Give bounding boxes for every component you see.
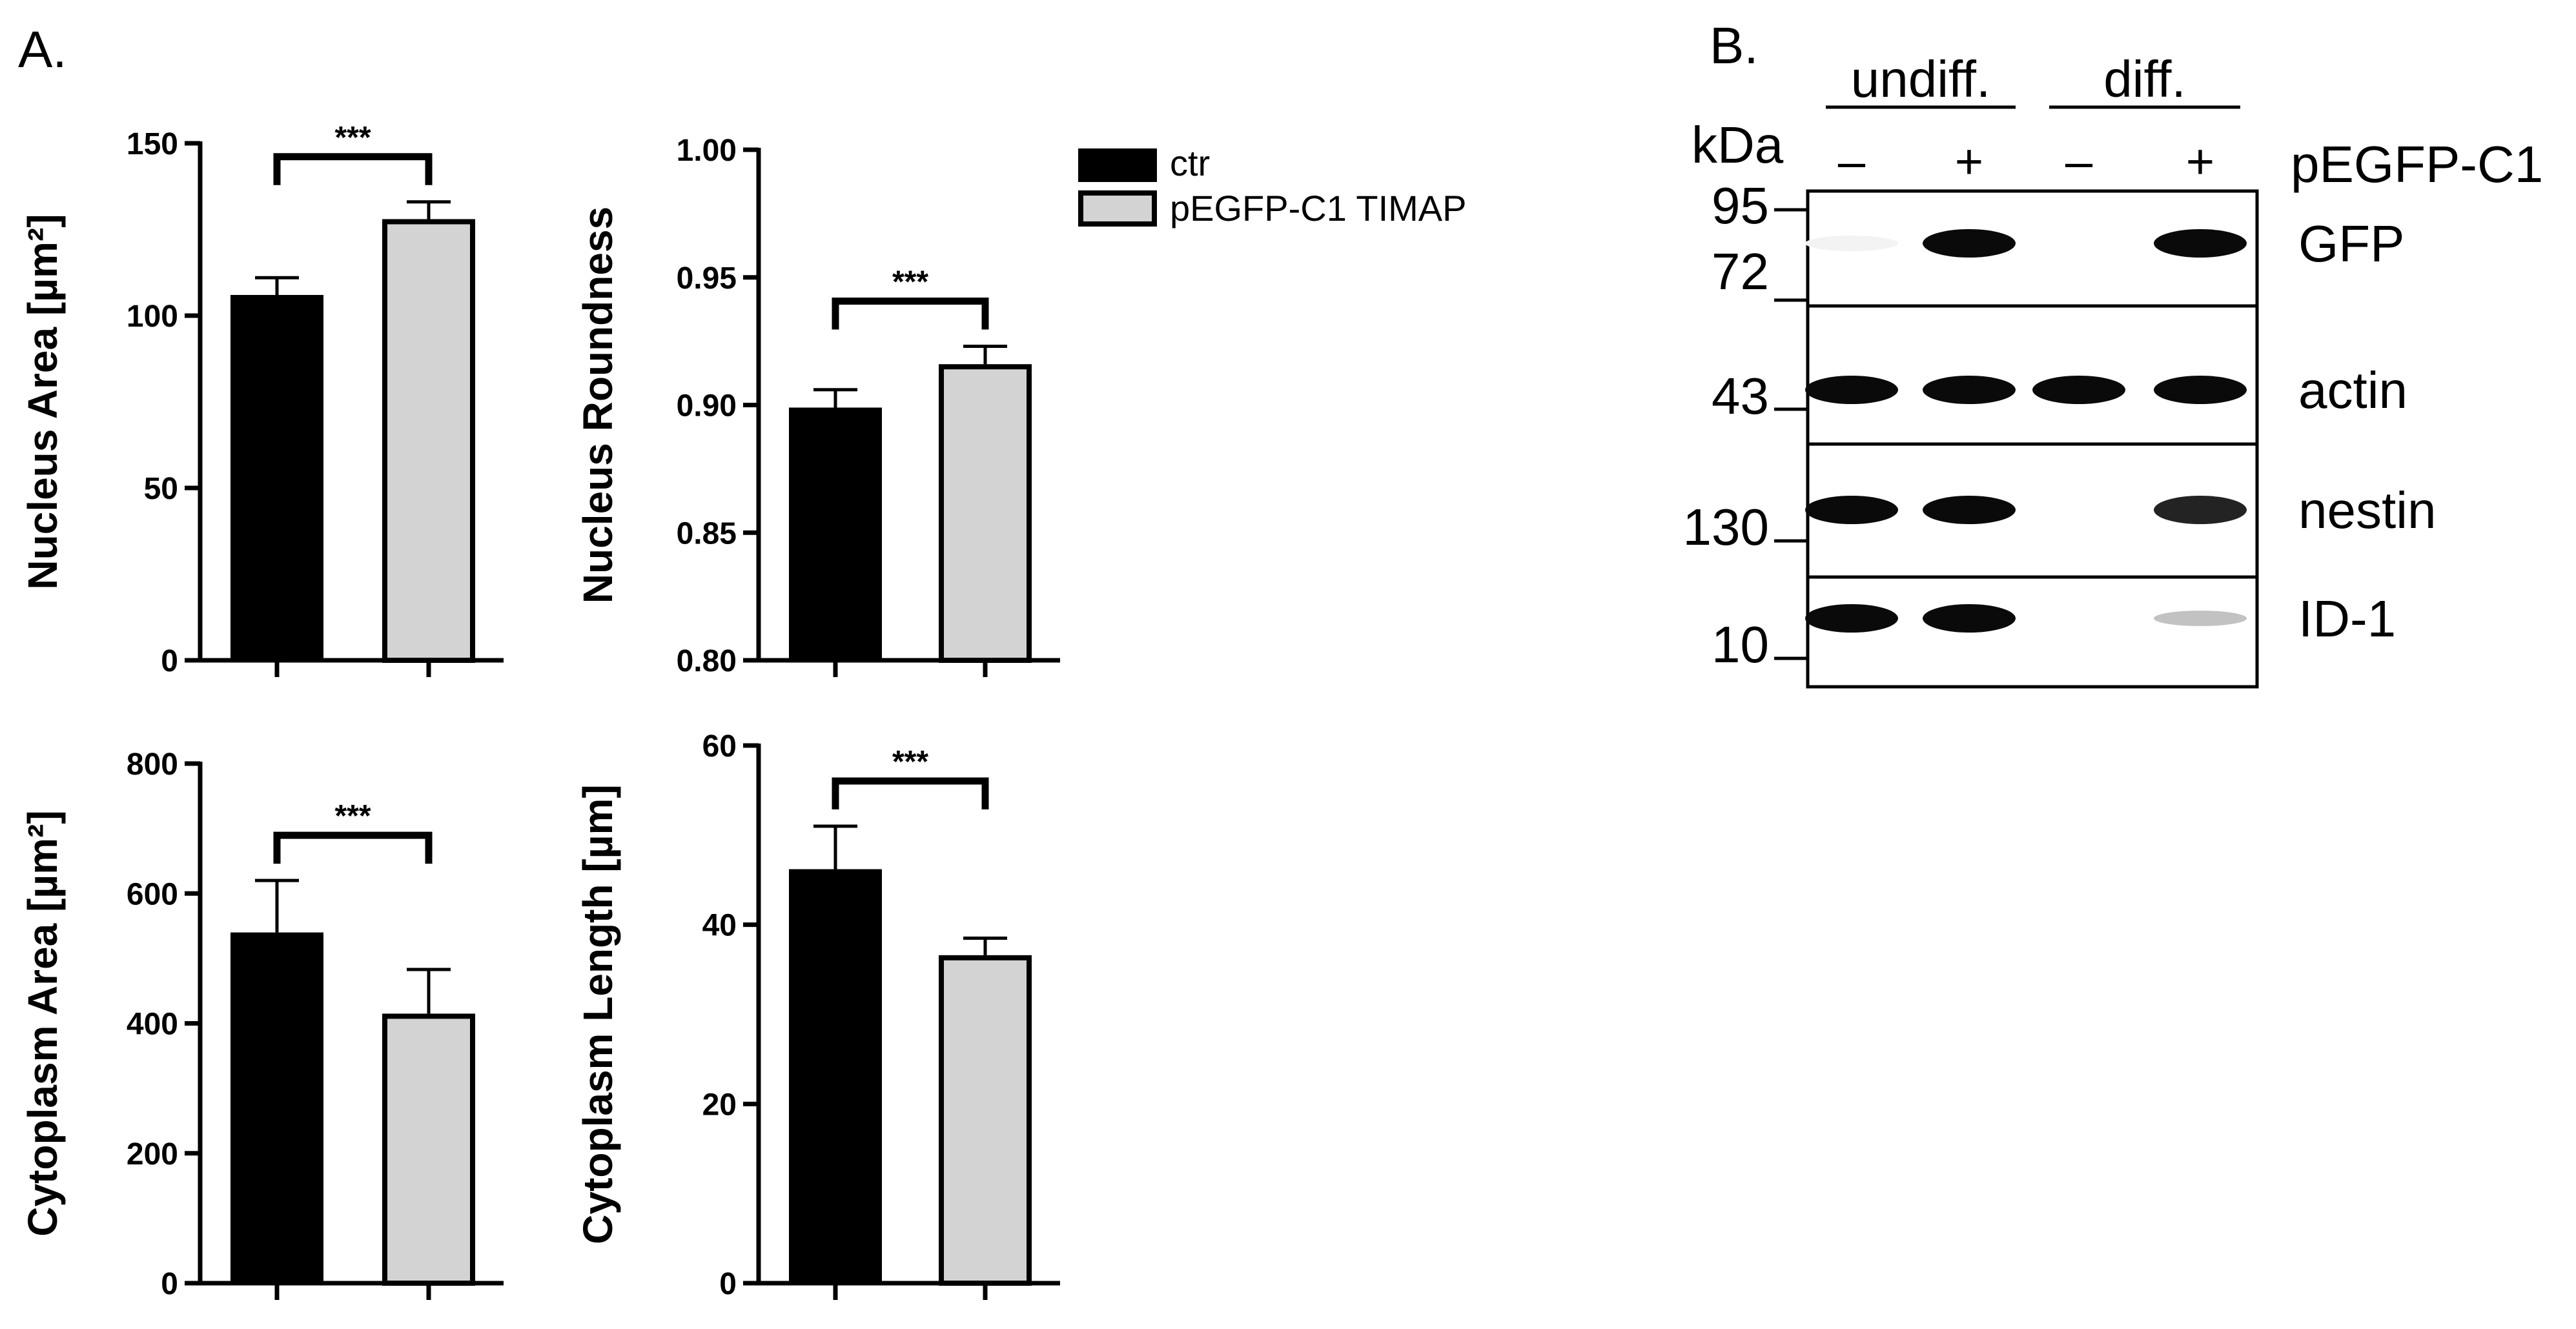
marker-label: 95 (1712, 177, 1769, 234)
lane-sign: + (1955, 134, 1983, 189)
y-tick-label: 600 (127, 877, 178, 911)
blot-band (1805, 496, 1898, 524)
bar-ctr (230, 932, 323, 1283)
legend-swatch-timap (1078, 190, 1157, 227)
marker-label: 43 (1712, 367, 1769, 425)
protein-label: GFP (2298, 215, 2404, 272)
panel-b-label: B. (1710, 17, 1759, 74)
legend-label-ctr: ctr (1170, 143, 1210, 183)
y-tick-label: 20 (702, 1088, 737, 1122)
lane-signs: – + – + (1838, 134, 2214, 189)
y-tick-label: 0.90 (677, 389, 737, 423)
blot-band (2154, 611, 2247, 626)
significance-bracket (832, 777, 989, 809)
significance-label: *** (334, 121, 371, 155)
legend-swatch-ctr (1078, 148, 1157, 182)
legend-label-timap: pEGFP-C1 TIMAP (1170, 188, 1467, 228)
y-tick-label: 50 (144, 472, 178, 506)
y-tick-label: 800 (127, 747, 178, 782)
kda-label: kDa (1692, 116, 1784, 174)
bar-timap (382, 219, 475, 664)
y-tick-label: 200 (127, 1137, 178, 1172)
marker-label: 130 (1683, 498, 1769, 556)
lane-sign: – (1838, 134, 1866, 189)
significance-bracket (832, 298, 989, 330)
western-blot: undiff. diff. kDa pEGFP-C1 – + – + 95 72 GFP 4… (1683, 50, 2543, 689)
chart-cytoplasm-length: 0 20 40 60 Cytoplasm Length [µm] *** (575, 729, 1060, 1301)
chart-nucleus-area: 0 50 100 150 Nucleus Area [µm²] *** (19, 121, 504, 678)
blot-rows: 95 72 GFP 43 actin 130 nestin 10 ID-1 (1683, 177, 2436, 689)
y-tick-label: 40 (702, 909, 737, 943)
bar-ctr (230, 294, 323, 661)
lane-sign: + (2186, 134, 2214, 189)
blot-band (2154, 496, 2247, 524)
y-tick-label: 0.80 (677, 644, 737, 678)
marker-label: 72 (1712, 243, 1769, 300)
y-axis-label: Nucleus Roundness (575, 207, 621, 604)
y-tick-label: 100 (127, 299, 178, 334)
blot-band (1923, 229, 2016, 258)
blot-band (1923, 604, 2016, 633)
y-tick-label: 0.85 (677, 516, 737, 551)
blot-band (1805, 604, 1898, 633)
protein-label: ID-1 (2298, 590, 2396, 647)
y-tick-label: 0 (161, 1267, 178, 1301)
y-tick-label: 400 (127, 1008, 178, 1042)
bar-ctr (789, 869, 882, 1283)
y-axis-label: Nucleus Area [µm²] (19, 214, 66, 589)
protein-label: nestin (2298, 482, 2436, 539)
blot-band (2154, 376, 2247, 404)
chart-cytoplasm-area: 0 200 400 600 800 Cytoplasm Area [µm²] *** (19, 747, 504, 1301)
y-tick-label: 60 (702, 729, 737, 764)
chart-nucleus-roundness: 0.80 0.85 0.90 0.95 1.00 Nucleus Roundness *** (575, 134, 1060, 678)
y-tick-label: 1.00 (677, 134, 737, 168)
bar-ctr (789, 407, 882, 660)
blot-band (2032, 376, 2125, 404)
significance-label: *** (892, 265, 928, 299)
y-tick-label: 150 (127, 127, 178, 161)
significance-label: *** (892, 745, 928, 779)
lane-sign: – (2065, 134, 2093, 189)
bar-timap (382, 1013, 475, 1286)
y-tick-label: 0 (719, 1267, 737, 1301)
y-tick-label: 0 (161, 644, 178, 678)
marker-label: 10 (1712, 616, 1769, 673)
blot-band (1923, 376, 2016, 404)
group-label-diff: diff. (2103, 50, 2186, 108)
protein-label: actin (2298, 361, 2407, 419)
bar-timap (939, 364, 1032, 663)
significance-bracket (273, 153, 433, 185)
significance-label: *** (334, 799, 371, 833)
group-label-undiff: undiff. (1851, 50, 1990, 108)
blot-band (1805, 376, 1898, 404)
y-tick-label: 0.95 (677, 261, 737, 296)
blot-band (1805, 236, 1898, 251)
significance-bracket (273, 831, 433, 864)
legend: ctr pEGFP-C1 TIMAP (1078, 143, 1467, 228)
bar-timap (939, 955, 1032, 1286)
blot-frame (1806, 189, 2259, 689)
blot-band (1923, 496, 2016, 524)
panel-a-label: A. (18, 21, 67, 78)
y-axis-label: Cytoplasm Length [µm] (575, 784, 621, 1244)
treatment-label: pEGFP-C1 (2291, 136, 2543, 193)
blot-band (2154, 229, 2247, 258)
y-axis-label: Cytoplasm Area [µm²] (19, 810, 66, 1236)
